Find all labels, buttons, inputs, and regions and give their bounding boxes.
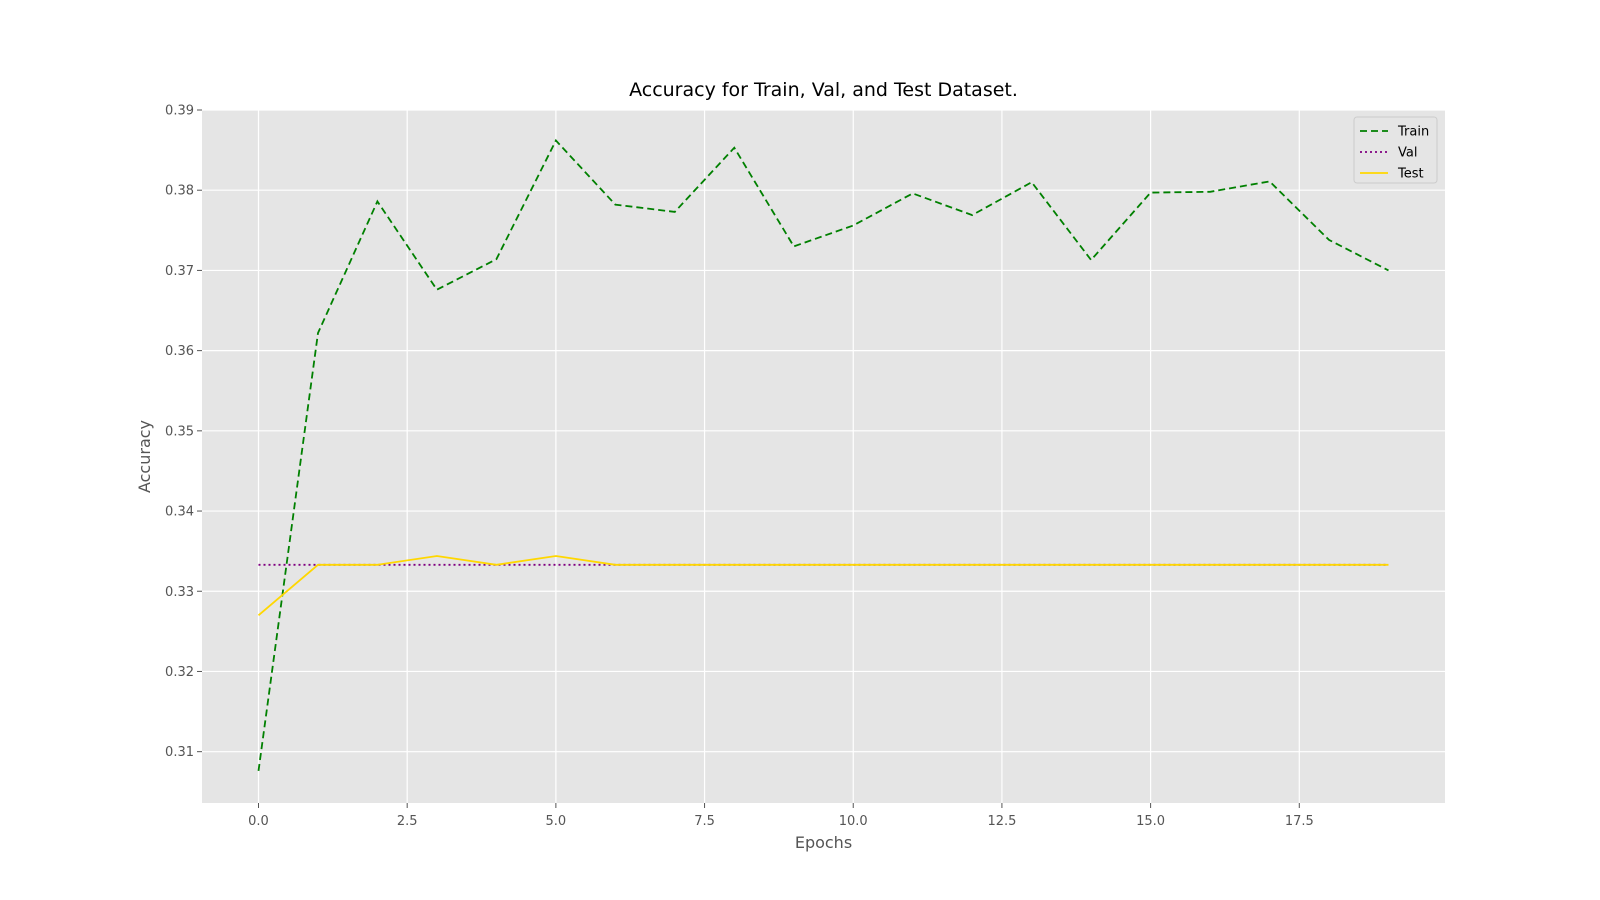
- y-tick-label: 0.32: [165, 665, 194, 680]
- y-tick-label: 0.37: [165, 264, 194, 279]
- y-axis-label: Accuracy: [135, 420, 154, 493]
- y-tick-label: 0.31: [165, 745, 194, 760]
- x-tick-label: 10.0: [839, 814, 868, 829]
- y-tick-label: 0.38: [165, 184, 194, 199]
- legend: Train Val Test: [1353, 116, 1438, 184]
- x-tick-label: 17.5: [1285, 814, 1314, 829]
- legend-label-train: Train: [1397, 125, 1429, 140]
- x-axis-ticks: 0.0 2.5 5.0 7.5 10.0 12.5 15.0 17.5: [248, 803, 1314, 829]
- series-line-train: [257, 138, 1389, 772]
- plot-area: [202, 110, 1445, 803]
- x-tick-label: 5.0: [546, 814, 567, 829]
- legend-label-val: Val: [1398, 146, 1417, 161]
- chart-title: Accuracy for Train, Val, and Test Datase…: [629, 79, 1018, 101]
- x-tick-label: 0.0: [248, 814, 269, 829]
- x-tick-label: 2.5: [397, 814, 418, 829]
- x-axis-label: Epochs: [795, 833, 852, 852]
- legend-label-test: Test: [1397, 167, 1424, 182]
- series-lines: [257, 138, 1389, 772]
- x-tick-label: 15.0: [1136, 814, 1165, 829]
- y-tick-label: 0.34: [165, 505, 194, 520]
- x-tick-label: 12.5: [987, 814, 1016, 829]
- y-tick-label: 0.39: [165, 104, 194, 119]
- y-tick-label: 0.35: [165, 424, 194, 439]
- y-axis-ticks: 0.31 0.32 0.33 0.34 0.35 0.36 0.37 0.38 0.39: [165, 104, 202, 760]
- y-tick-label: 0.33: [165, 585, 194, 600]
- series-line-test: [257, 555, 1389, 616]
- x-tick-label: 7.5: [694, 814, 715, 829]
- legend-box: [1353, 116, 1438, 184]
- y-tick-label: 0.36: [165, 344, 194, 359]
- grid: [202, 109, 1445, 803]
